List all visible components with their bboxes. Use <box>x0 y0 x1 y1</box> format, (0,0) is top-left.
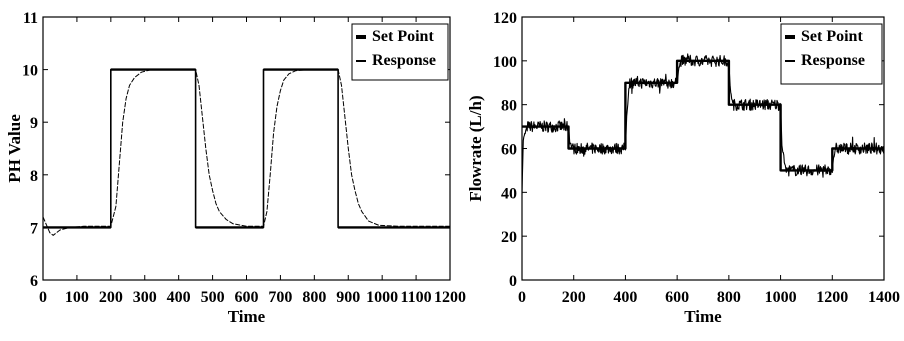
y-tick-label: 9 <box>30 115 38 132</box>
y-tick-label: 120 <box>493 10 517 27</box>
x-tick-label: 600 <box>235 289 259 306</box>
x-tick-label: 500 <box>201 289 225 306</box>
series-line-response <box>522 53 884 195</box>
x-tick-label: 1100 <box>401 289 432 306</box>
series-line-set-point <box>43 68 450 229</box>
x-tick-label: 1000 <box>366 289 398 306</box>
x-tick-label: 1400 <box>868 289 900 306</box>
x-tick-label: 900 <box>336 289 360 306</box>
x-tick-label: 0 <box>39 289 47 306</box>
y-tick-label: 10 <box>22 63 38 80</box>
x-tick-label: 800 <box>717 289 741 306</box>
legend-label: Response <box>801 52 865 69</box>
y-tick-label: 7 <box>30 220 38 237</box>
y-axis-label: Flowrate (L/h) <box>466 95 485 201</box>
legend-box <box>351 23 449 81</box>
x-tick-label: 1200 <box>434 289 466 306</box>
x-tick-label: 400 <box>613 289 637 306</box>
chart-2 <box>521 16 885 281</box>
legend-label: Response <box>372 52 436 69</box>
legend-box <box>780 23 883 85</box>
x-tick-label: 700 <box>268 289 292 306</box>
x-tick-label: 200 <box>562 289 586 306</box>
y-tick-label: 6 <box>30 273 38 290</box>
y-tick-label: 80 <box>501 98 517 115</box>
x-tick-label: 400 <box>167 289 191 306</box>
x-tick-label: 1200 <box>816 289 848 306</box>
x-axis-label: Time <box>228 307 266 326</box>
x-tick-label: 600 <box>665 289 689 306</box>
y-tick-label: 60 <box>501 142 517 159</box>
legend-label: Set Point <box>372 28 434 45</box>
x-tick-label: 300 <box>133 289 157 306</box>
x-axis-label: Time <box>684 307 722 326</box>
y-tick-label: 20 <box>501 229 517 246</box>
legend-label: Set Point <box>801 28 863 45</box>
x-tick-label: 800 <box>302 289 326 306</box>
chart-1 <box>42 16 451 281</box>
x-tick-label: 0 <box>518 289 526 306</box>
y-tick-label: 40 <box>501 185 517 202</box>
y-tick-label: 0 <box>509 273 517 290</box>
x-tick-label: 100 <box>65 289 89 306</box>
y-tick-label: 8 <box>30 168 38 185</box>
series-line-response <box>43 69 450 236</box>
y-axis-label: PH Value <box>5 114 24 183</box>
x-tick-label: 200 <box>99 289 123 306</box>
y-tick-label: 11 <box>23 10 38 27</box>
x-tick-label: 1000 <box>765 289 797 306</box>
y-tick-label: 100 <box>493 54 517 71</box>
